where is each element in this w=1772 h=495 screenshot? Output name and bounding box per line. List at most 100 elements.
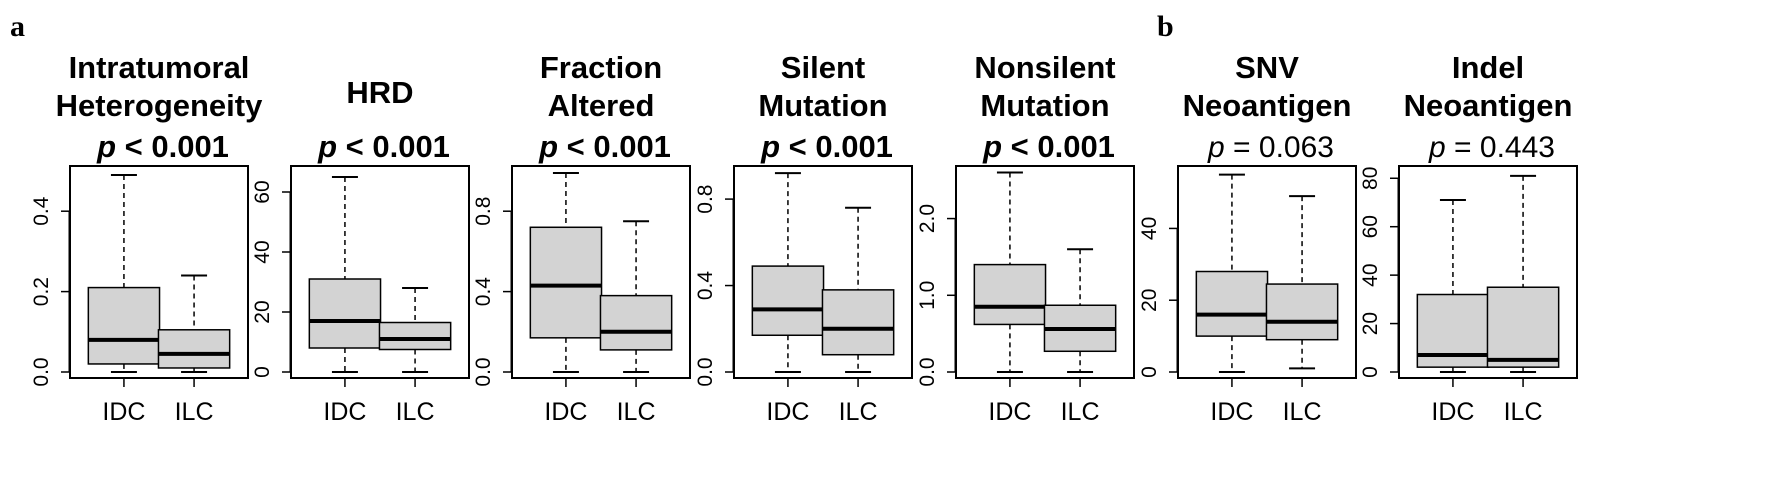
- category-label-ilc: ILC: [1061, 398, 1100, 426]
- box-idc: [87, 174, 161, 373]
- y-tick-label: 0: [1359, 366, 1382, 378]
- y-tick-label: 40: [1138, 217, 1161, 240]
- p-value-text: < 0.001: [337, 129, 450, 164]
- iqr-box: [378, 321, 452, 351]
- p-value-label: p < 0.001: [982, 129, 1115, 164]
- plot-frame: [290, 165, 470, 379]
- y-tick-label: 1.0: [916, 281, 939, 310]
- plot-title-line: Indel: [1452, 50, 1524, 85]
- y-tick-label: 0.8: [472, 197, 495, 226]
- category-label-idc: IDC: [544, 398, 587, 426]
- category-label-ilc: ILC: [839, 398, 878, 426]
- y-tick-label: 20: [1138, 289, 1161, 312]
- box-ilc: [378, 287, 452, 373]
- y-tick-label: 0: [251, 366, 274, 378]
- p-symbol: p: [1428, 131, 1446, 164]
- category-label-idc: IDC: [766, 398, 809, 426]
- box-idc: [529, 172, 603, 373]
- box-idc: [308, 176, 382, 373]
- plot-frame: [1398, 165, 1578, 379]
- box-ilc: [821, 206, 895, 373]
- panel-letter-b: b: [1157, 10, 1174, 43]
- iqr-box: [529, 226, 603, 339]
- category-label-ilc: ILC: [1504, 398, 1543, 426]
- category-label-idc: IDC: [323, 398, 366, 426]
- p-value-label: p < 0.001: [96, 129, 229, 164]
- plot-title-line: Heterogeneity: [56, 88, 263, 123]
- y-tick-label: 0.0: [30, 357, 53, 386]
- iqr-box: [599, 294, 673, 351]
- iqr-box: [157, 329, 231, 369]
- category-label-ilc: ILC: [175, 398, 214, 426]
- box-idc: [973, 171, 1047, 373]
- category-label-ilc: ILC: [396, 398, 435, 426]
- p-value-label: p < 0.001: [317, 129, 450, 164]
- y-tick-label: 20: [1359, 312, 1382, 335]
- y-tick-label: 40: [251, 240, 274, 263]
- box-idc: [1416, 199, 1490, 373]
- iqr-box: [308, 278, 382, 349]
- p-value-text: = 0.443: [1446, 131, 1555, 164]
- y-tick-label: 60: [1359, 215, 1382, 238]
- p-value-label: p = 0.443: [1428, 131, 1555, 164]
- box-ilc: [1265, 195, 1339, 370]
- y-tick-label: 0.4: [472, 277, 495, 307]
- box-idc: [751, 172, 825, 373]
- iqr-box: [973, 263, 1047, 326]
- plot-title-line: Neoantigen: [1404, 88, 1573, 123]
- p-symbol: p: [96, 129, 116, 164]
- y-tick-label: 0.2: [30, 277, 53, 306]
- box-idc: [1195, 173, 1269, 373]
- p-value-text: < 0.001: [116, 129, 229, 164]
- p-value-text: < 0.001: [558, 129, 671, 164]
- y-tick-label: 0.0: [472, 357, 495, 386]
- p-symbol: p: [1207, 131, 1225, 164]
- iqr-box: [1486, 286, 1560, 368]
- p-value-label: p = 0.063: [1207, 131, 1334, 164]
- plot-title-line: Silent: [781, 50, 865, 85]
- p-symbol: p: [760, 129, 780, 164]
- panel-letter-a: a: [10, 10, 25, 43]
- boxplot-2: HRD p < 0.001 0 20 40 60 IDC ILC: [251, 75, 470, 426]
- p-value-label: p < 0.001: [760, 129, 893, 164]
- plot-frame: [955, 165, 1135, 379]
- plot-title-line: SNV: [1235, 50, 1299, 85]
- p-value-label: p < 0.001: [538, 129, 671, 164]
- category-label-idc: IDC: [988, 398, 1031, 426]
- iqr-box: [87, 286, 161, 365]
- plot-title: HRD: [346, 75, 413, 110]
- plot-title-line: Fraction: [540, 50, 662, 85]
- y-tick-label: 40: [1359, 263, 1382, 286]
- y-tick-label: 2.0: [916, 204, 939, 233]
- y-tick-label: 0.0: [694, 357, 717, 386]
- category-label-idc: IDC: [102, 398, 145, 426]
- p-symbol: p: [317, 129, 337, 164]
- plot-title-line: Neoantigen: [1183, 88, 1352, 123]
- plot-title-line: Altered: [548, 88, 655, 123]
- y-tick-label: 0.0: [916, 357, 939, 386]
- p-symbol: p: [538, 129, 558, 164]
- iqr-box: [1195, 270, 1269, 337]
- y-tick-label: 0: [1138, 366, 1161, 378]
- p-value-text: < 0.001: [780, 129, 893, 164]
- iqr-box: [751, 265, 825, 337]
- box-ilc: [1486, 174, 1560, 373]
- plot-title-line: Intratumoral: [69, 50, 250, 85]
- category-label-idc: IDC: [1431, 398, 1474, 426]
- y-tick-label: 0.4: [694, 271, 717, 301]
- plot-frame: [733, 165, 913, 379]
- y-tick-label: 80: [1359, 167, 1382, 190]
- y-tick-label: 60: [251, 180, 274, 203]
- box-ilc: [599, 220, 673, 373]
- category-label-idc: IDC: [1210, 398, 1253, 426]
- category-label-ilc: ILC: [1283, 398, 1322, 426]
- p-value-text: < 0.001: [1002, 129, 1115, 164]
